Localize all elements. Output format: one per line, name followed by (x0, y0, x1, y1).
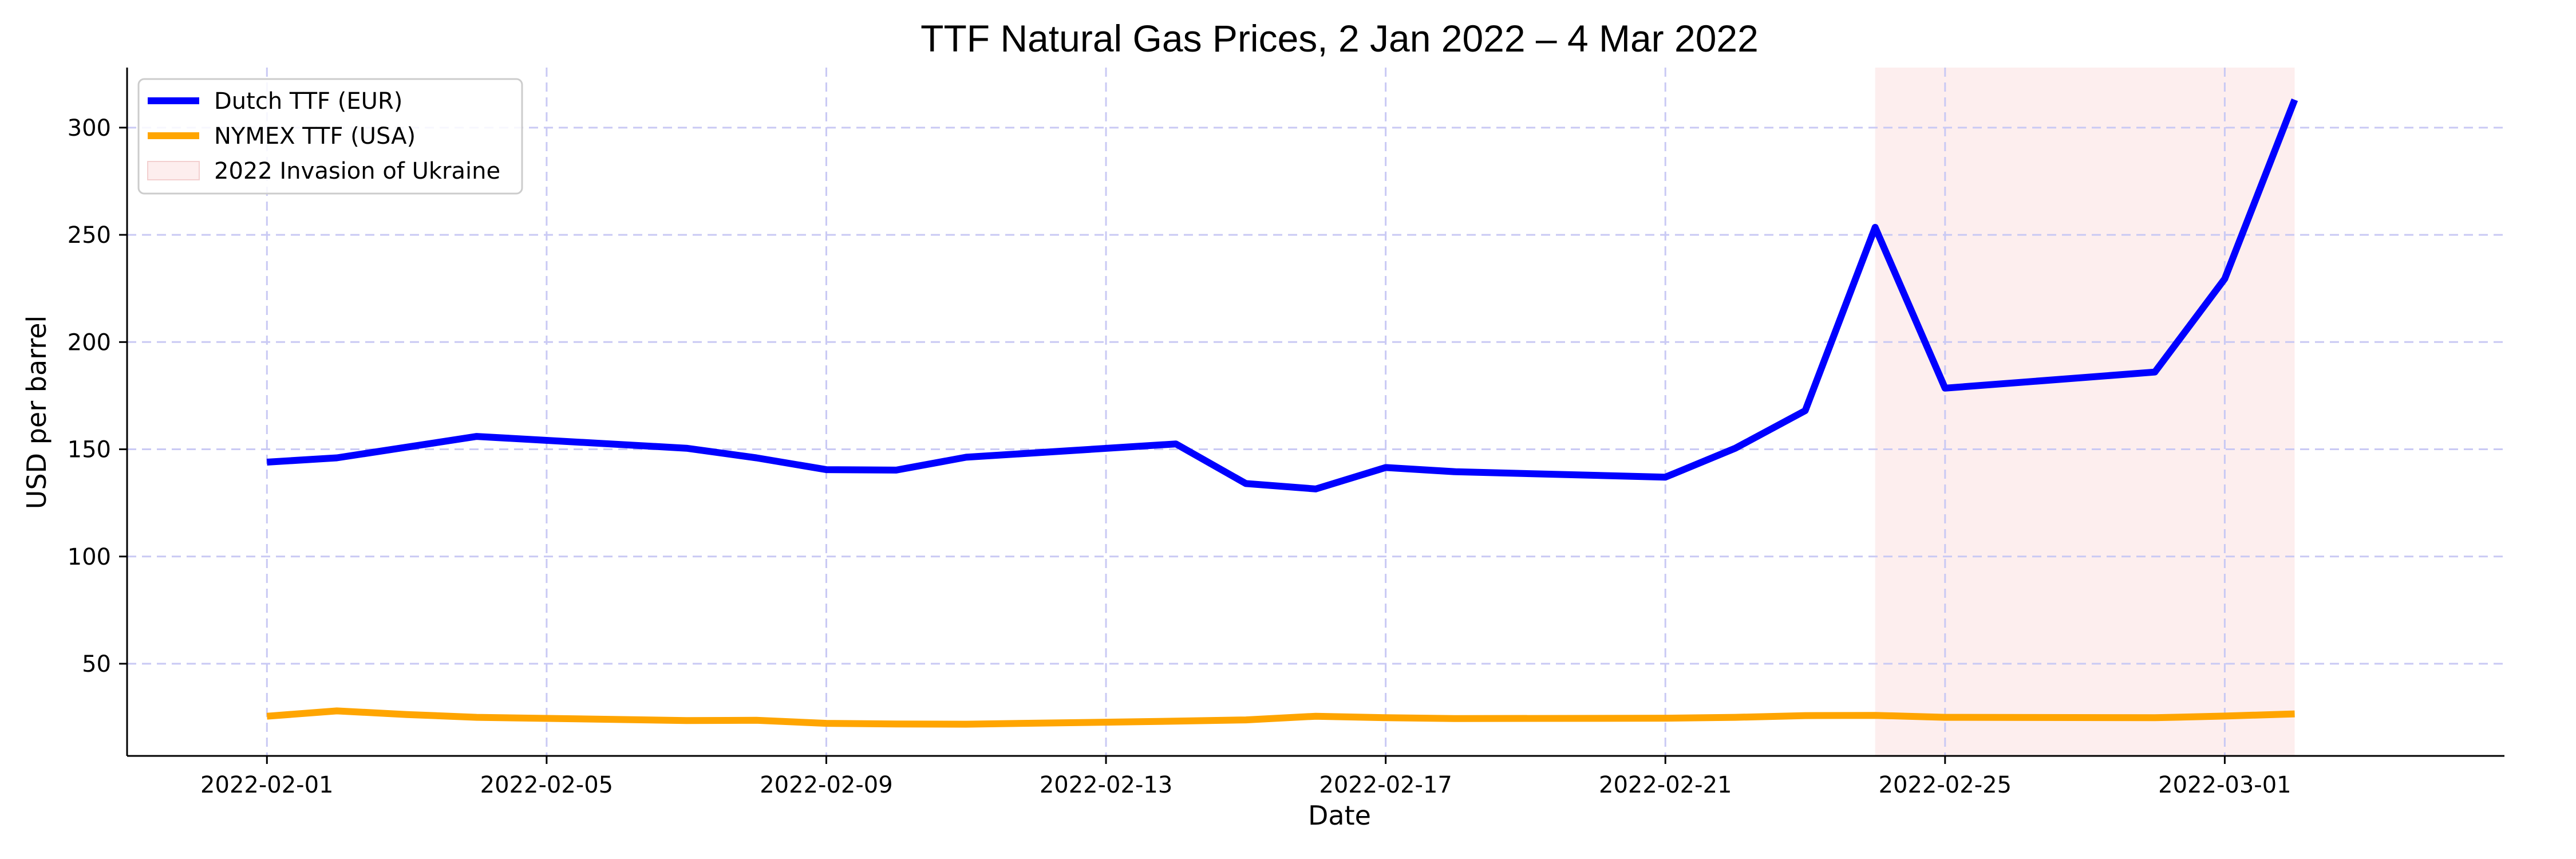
legend: Dutch TTF (EUR) NYMEX TTF (USA) 2022 Invas… (137, 78, 523, 195)
x-tick-label: 2022-02-09 (760, 772, 892, 798)
x-tick-label: 2022-02-21 (1599, 772, 1732, 798)
y-axis-label: USD per barrel (21, 316, 52, 509)
invasion-shaded-region (1875, 68, 2295, 756)
y-tick-label: 250 (68, 222, 111, 249)
x-tick-label: 2022-02-05 (480, 772, 613, 798)
legend-label-nymex-ttf: NYMEX TTF (USA) (214, 123, 416, 149)
x-tick-label: 2022-03-01 (2158, 772, 2291, 798)
x-tick-label: 2022-02-13 (1040, 772, 1172, 798)
axes-layer: 2022-02-01 2022-02-05 2022-02-09 2022-02-13… (68, 68, 2504, 798)
series-line-nymex-ttf (266, 707, 2295, 728)
series-line-dutch-ttf (266, 98, 2298, 492)
legend-label-dutch-ttf: Dutch TTF (EUR) (214, 88, 402, 115)
y-tick-label: 150 (68, 437, 111, 463)
y-tick-label: 300 (68, 115, 111, 141)
x-tick-label: 2022-02-25 (1879, 772, 2012, 798)
y-tick-label: 50 (82, 651, 111, 677)
y-tick-label: 100 (68, 544, 111, 570)
x-axis-label: Date (1308, 800, 1371, 831)
legend-label-invasion: 2022 Invasion of Ukraine (214, 158, 500, 184)
legend-box (137, 78, 523, 195)
chart-title: TTF Natural Gas Prices, 2 Jan 2022 – 4 M… (920, 17, 1759, 60)
y-tick-label: 200 (68, 329, 111, 356)
shaded-region-layer (1875, 68, 2295, 756)
legend-swatch-invasion (147, 161, 200, 180)
grid-layer (127, 68, 2504, 756)
x-tick-label: 2022-02-17 (1319, 772, 1452, 798)
series-layer (266, 98, 2298, 728)
x-tick-label: 2022-02-01 (200, 772, 333, 798)
